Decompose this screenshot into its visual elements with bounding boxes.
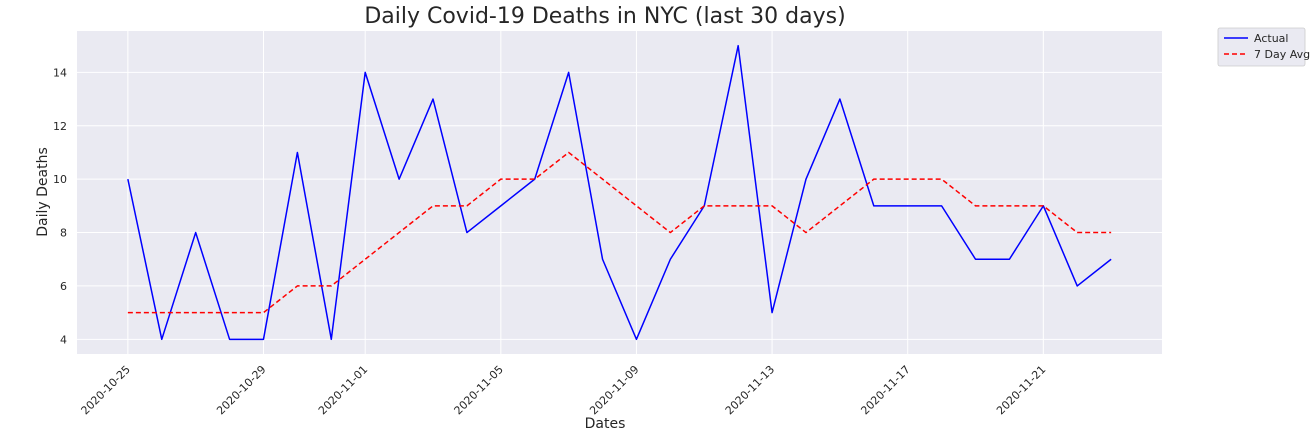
y-tick-label: 14 [53,66,67,79]
x-tick-label: 2020-11-21 [994,363,1048,417]
x-tick-label: 2020-10-29 [214,363,268,417]
y-axis-ticks: 4 6 8 10 12 14 [53,66,67,346]
y-tick-label: 4 [60,333,67,346]
y-axis-label: Daily Deaths [35,147,51,237]
x-axis-ticks: 2020-10-25 2020-10-29 2020-11-01 2020-11-05… [79,363,1049,417]
grid [77,31,1162,354]
x-axis-label: Dates [585,416,626,432]
x-tick-label: 2020-10-25 [79,363,133,417]
series-line-actual [127,44,1112,341]
y-tick-label: 10 [53,173,67,186]
legend-label-actual: Actual [1254,32,1288,45]
y-tick-label: 12 [53,120,67,133]
series-line-7-day-avg [127,151,1112,314]
x-tick-label: 2020-11-09 [587,363,641,417]
x-tick-label: 2020-11-13 [723,363,777,417]
x-tick-label: 2020-11-05 [452,363,506,417]
chart-title: Daily Covid-19 Deaths in NYC (last 30 da… [364,4,845,29]
legend-label-7-day-avg: 7 Day Avg [1254,48,1310,61]
x-tick-label: 2020-11-17 [858,363,912,417]
legend: Actual 7 Day Avg [1217,27,1310,67]
x-tick-label: 2020-11-01 [316,363,370,417]
y-tick-label: 8 [60,227,67,240]
y-tick-label: 6 [60,280,67,293]
series-lines [127,44,1112,341]
